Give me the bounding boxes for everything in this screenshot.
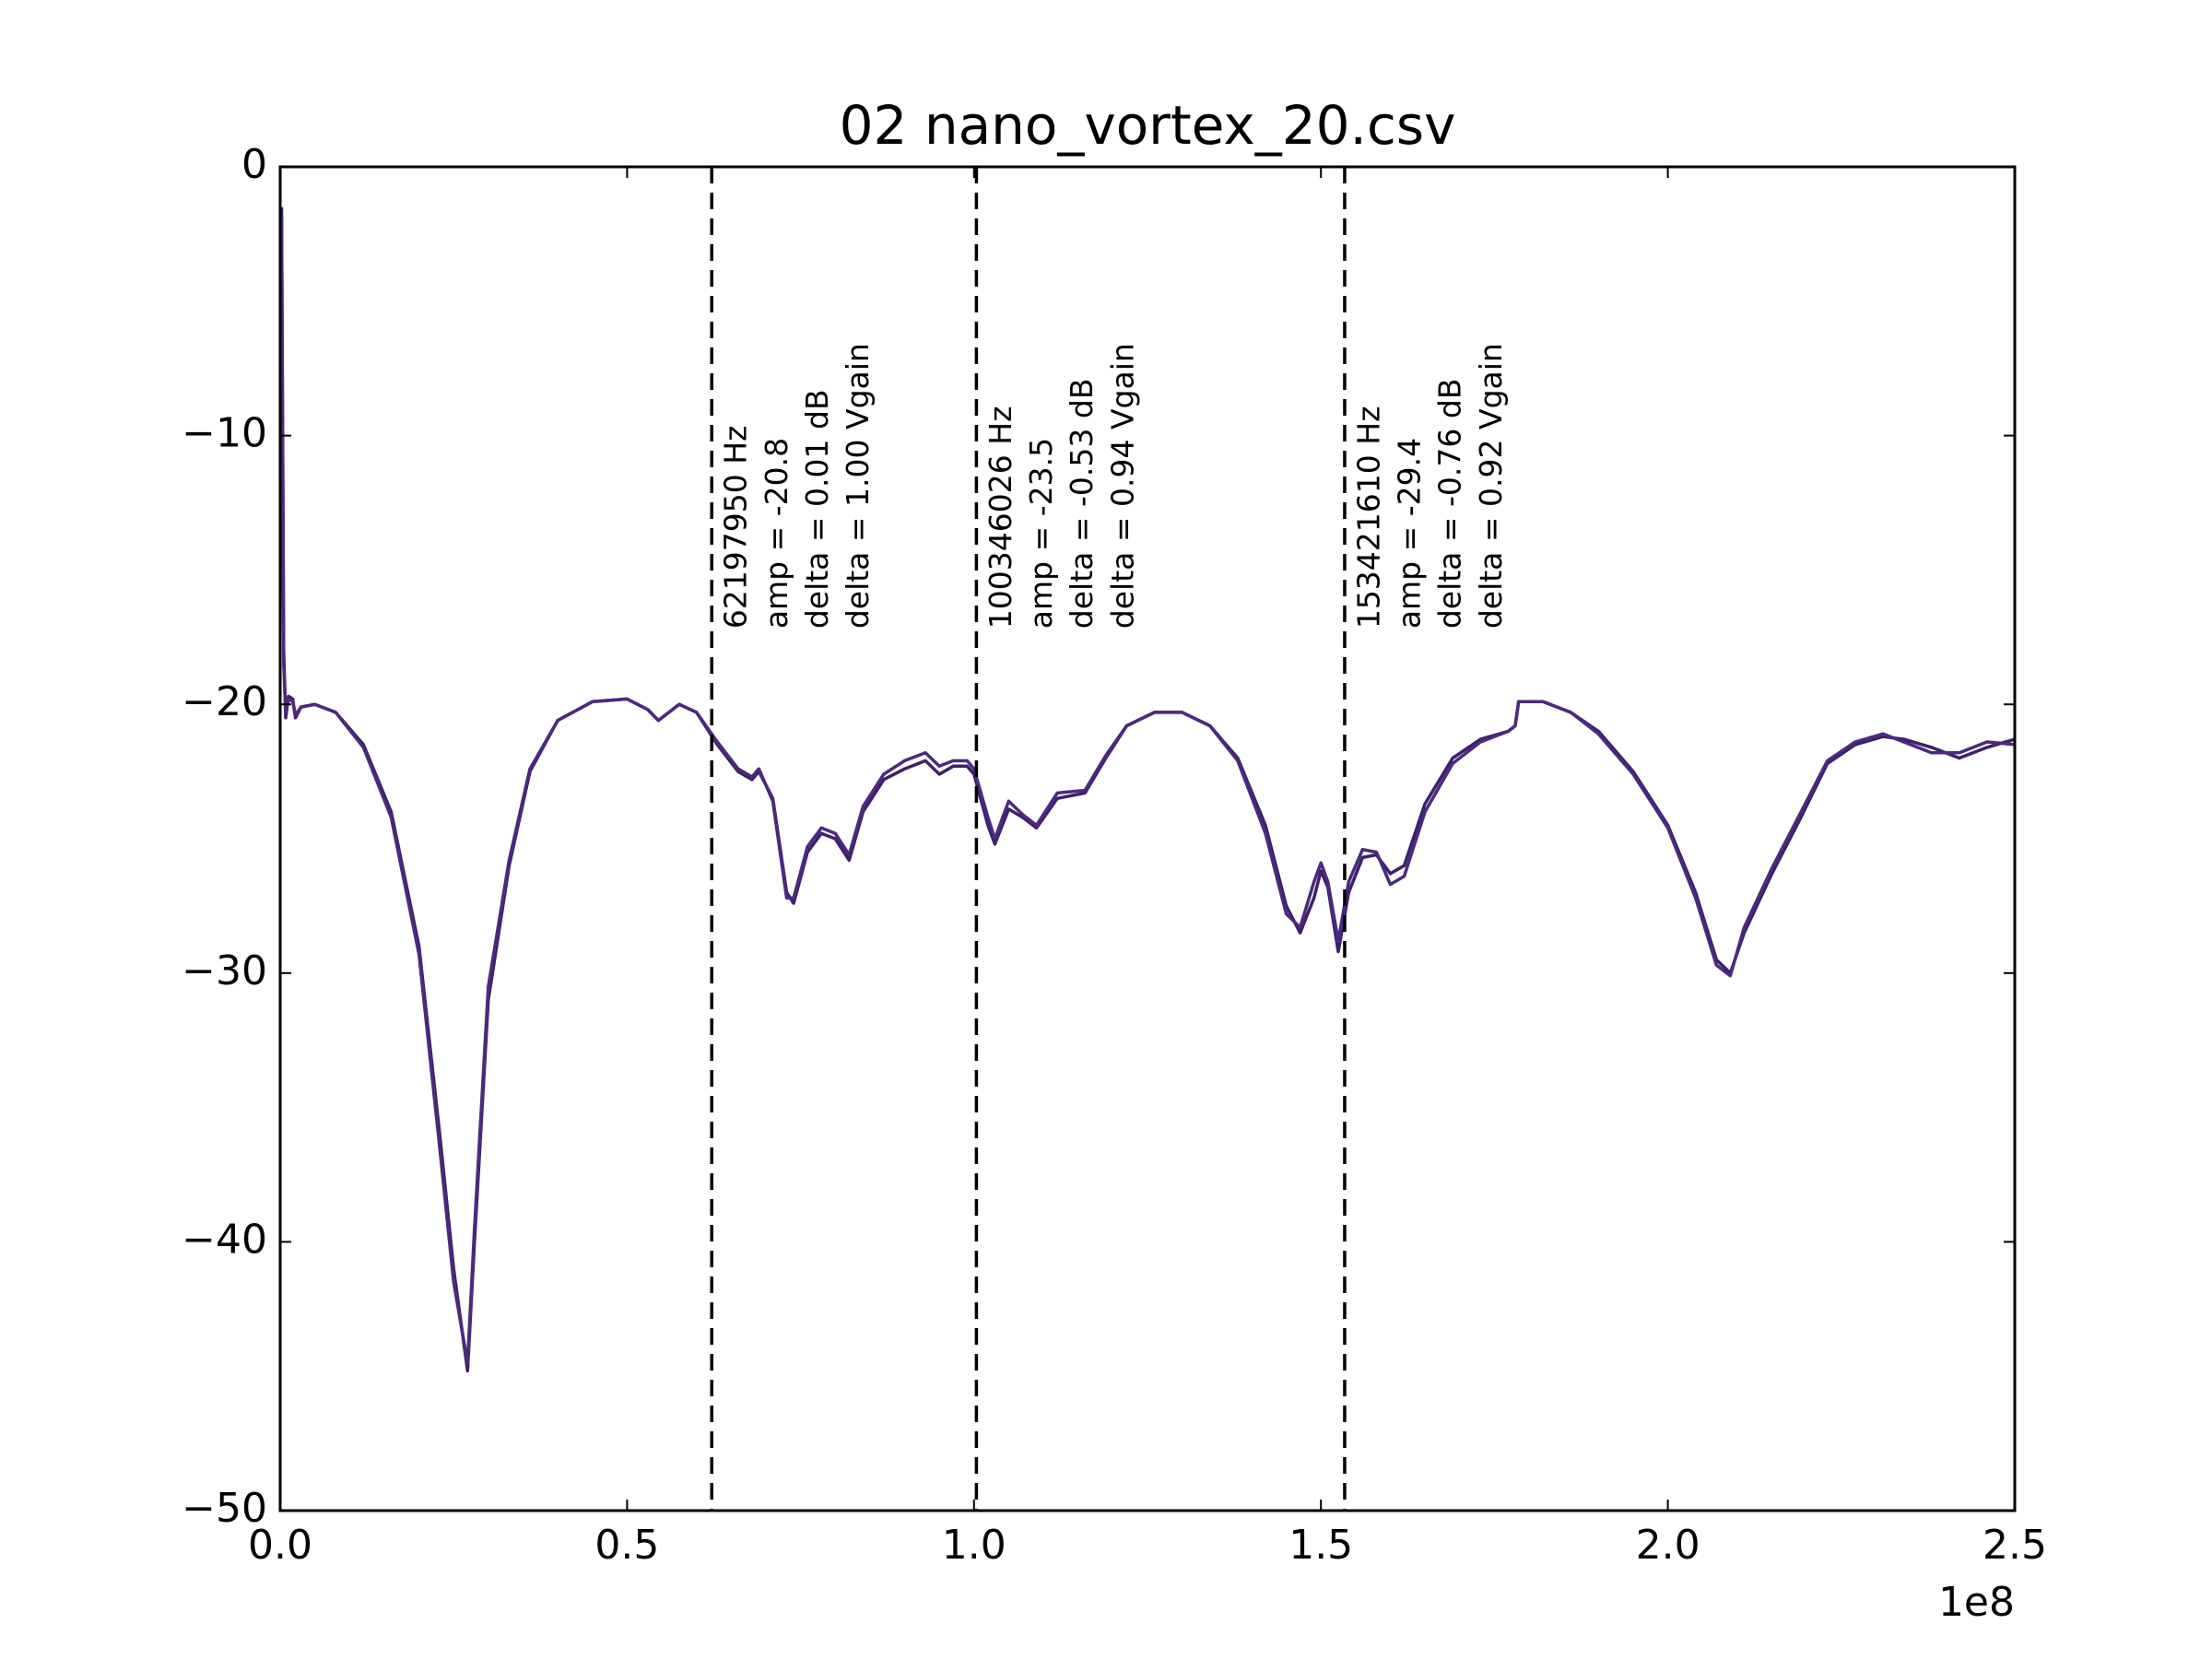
data-line: [279, 215, 2016, 1365]
annotation-text: 100346026 Hz: [982, 406, 1018, 629]
annotation-text: delta = -0.76 dB: [1432, 379, 1468, 629]
x-tick-label: 2.5: [1983, 1522, 2047, 1569]
annotation-text: delta = 0.92 Vgain: [1473, 343, 1509, 629]
x-offset-label: 1e8: [1938, 1579, 2015, 1626]
annotation-text: delta = 0.94 Vgain: [1104, 343, 1140, 629]
x-tick-label: 2.0: [1636, 1522, 1700, 1569]
x-tick-label: 1.0: [942, 1522, 1006, 1569]
annotation-text: delta = 0.01 dB: [799, 389, 835, 629]
x-tick-label: 0.0: [248, 1522, 312, 1569]
annotation-text: amp = -20.8: [759, 438, 794, 629]
y-tick-label: −50: [182, 1485, 267, 1532]
chart-title: 02 nano_vortex_20.csv: [840, 94, 1456, 157]
annotation-text: amp = -29.4: [1392, 438, 1428, 629]
y-tick-label: 0: [241, 141, 267, 188]
y-tick-label: −30: [182, 947, 267, 994]
y-tick-label: −40: [182, 1216, 267, 1263]
y-tick-label: −10: [182, 410, 267, 457]
y-tick-label: −20: [182, 678, 267, 725]
plot-frame: [278, 165, 2017, 1512]
annotation-text: delta = 1.00 Vgain: [840, 343, 876, 629]
annotation-text: delta = -0.53 dB: [1064, 379, 1100, 629]
x-tick-label: 0.5: [594, 1522, 659, 1569]
x-tick-label: 1.5: [1288, 1522, 1353, 1569]
annotation-text: 62197950 Hz: [718, 426, 754, 629]
data-line: [279, 206, 2016, 1373]
annotation-text: 153421610 Hz: [1350, 406, 1386, 629]
annotation-text: amp = -23.5: [1023, 438, 1059, 629]
